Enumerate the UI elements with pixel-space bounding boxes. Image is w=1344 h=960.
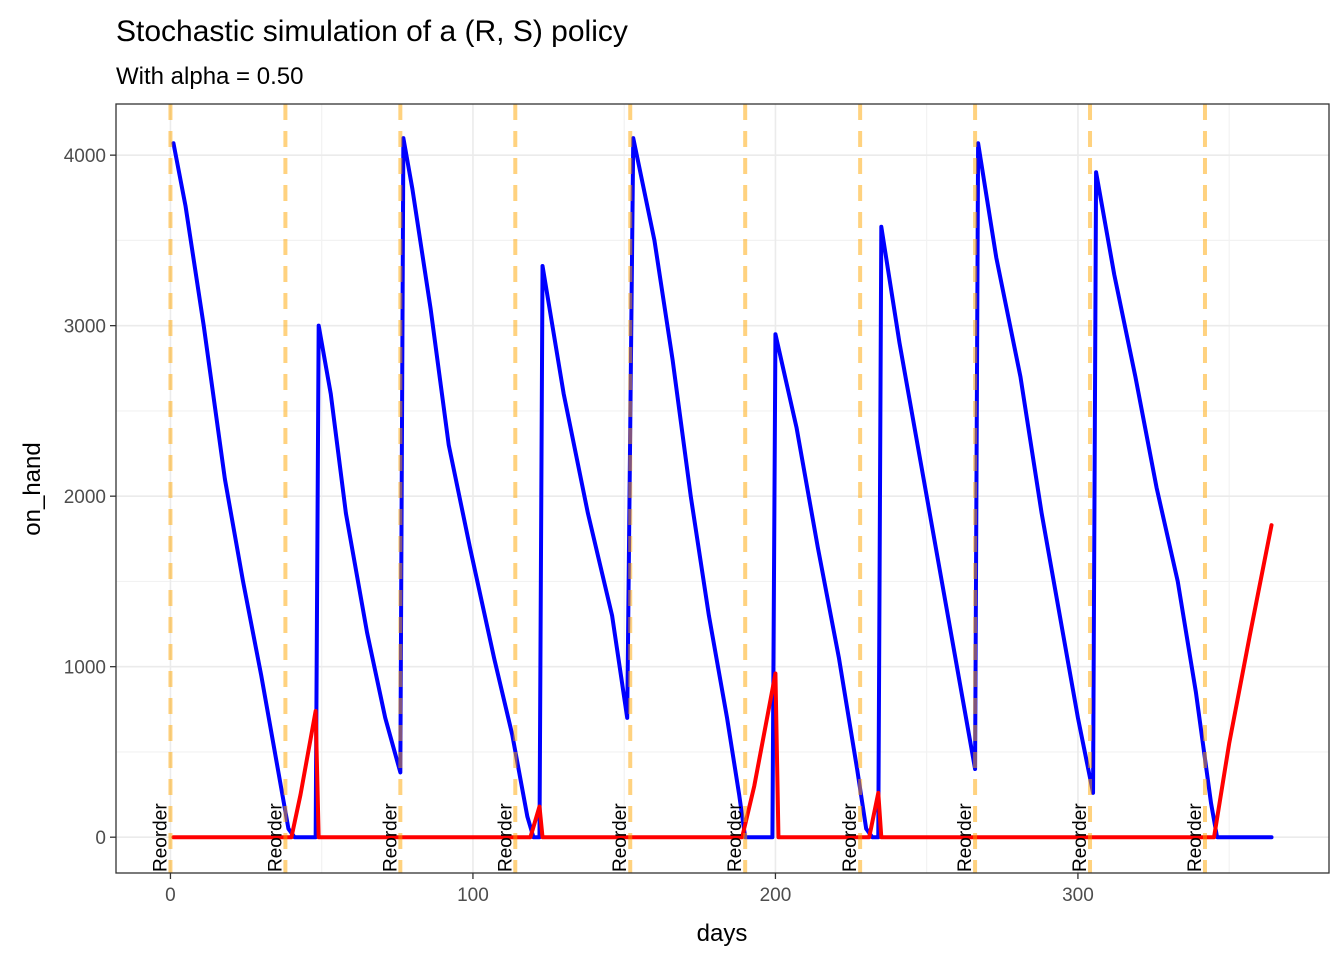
x-tick-label: 100: [457, 885, 489, 906]
x-tick-label: 300: [1062, 885, 1094, 906]
series-lines: [171, 136, 1274, 840]
y-axis-title: on_hand: [19, 442, 46, 535]
y-tick-label: 1000: [64, 658, 106, 679]
y-tick-label: 3000: [64, 317, 106, 338]
reorder-label: Reorder: [610, 803, 631, 872]
series-line: [171, 136, 1274, 840]
reorder-label: Reorder: [1070, 803, 1091, 872]
reorder-label: Reorder: [955, 803, 976, 872]
reorder-label: Reorder: [725, 803, 746, 872]
y-tick-label: 0: [95, 828, 106, 849]
y-tick-label: 2000: [64, 487, 106, 508]
plot-panel: [116, 104, 1329, 873]
reorder-label: Reorder: [1185, 803, 1206, 872]
reorder-label: Reorder: [840, 803, 861, 872]
reorder-lines: [168, 104, 1207, 873]
reorder-label: Reorder: [380, 803, 401, 872]
chart-subtitle: With alpha = 0.50: [116, 63, 303, 90]
chart-title: Stochastic simulation of a (R, S) policy: [116, 15, 628, 48]
x-axis-title: days: [697, 920, 748, 947]
reorder-label: Reorder: [265, 803, 286, 872]
reorder-label: Reorder: [495, 803, 516, 872]
x-tick-label: 200: [760, 885, 792, 906]
x-tick-label: 0: [165, 885, 176, 906]
series-line: [171, 523, 1274, 840]
reorder-labels: Reorder Reorder Reorder Reorder Reorder Reord…: [150, 803, 1206, 872]
reorder-label: Reorder: [150, 803, 171, 872]
plot-border: [115, 103, 1330, 874]
y-tick-label: 4000: [64, 146, 106, 167]
